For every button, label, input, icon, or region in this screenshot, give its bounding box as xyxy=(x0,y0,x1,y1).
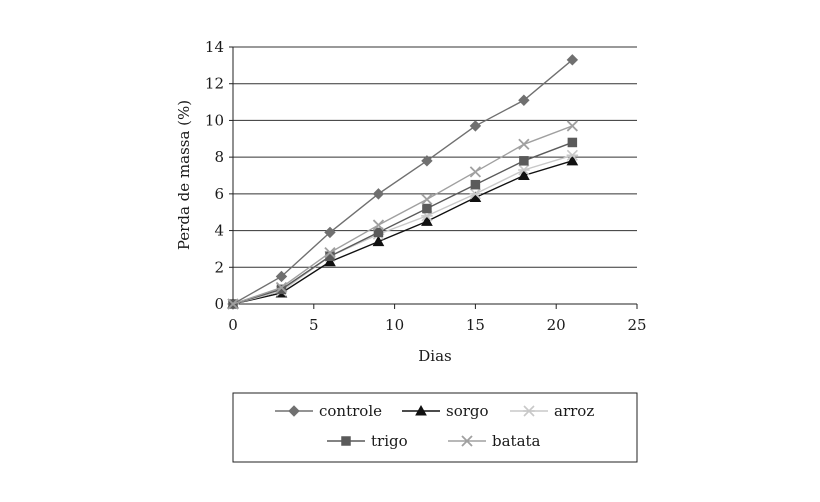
data-point-trigo xyxy=(470,179,481,190)
series-line-arroz xyxy=(232,154,573,305)
x-tick-label: 5 xyxy=(309,316,319,334)
data-point-batata xyxy=(421,193,433,206)
x-tick-label: 25 xyxy=(627,316,646,334)
legend-item-batata: batata xyxy=(448,432,541,450)
legend-item-arroz: arroz xyxy=(510,402,594,420)
data-point-controle xyxy=(469,120,482,132)
y-tick-label: 12 xyxy=(205,75,224,93)
data-point-sorgo xyxy=(566,154,579,166)
x-tick-label: 0 xyxy=(228,316,238,334)
data-point-trigo xyxy=(567,137,578,148)
data-point-controle xyxy=(324,226,336,239)
grid-lines xyxy=(233,46,637,268)
legend-label: batata xyxy=(492,432,541,450)
data-point-controle xyxy=(518,94,530,106)
data-point-arroz xyxy=(518,164,530,176)
data-point-sorgo xyxy=(372,235,385,247)
legend-marker-trigo xyxy=(341,436,351,446)
y-axis-title: Perda de massa (%) xyxy=(175,100,193,250)
series-controle xyxy=(227,54,579,310)
y-tick-label: 8 xyxy=(214,148,224,166)
data-point-batata xyxy=(469,166,482,178)
data-point-batata xyxy=(518,138,530,150)
legend-box xyxy=(232,392,638,463)
y-tick-label: 4 xyxy=(214,222,224,240)
legend-item-controle: controle xyxy=(275,402,382,420)
data-point-controle xyxy=(275,270,288,283)
y-tick-labels: 0 2 4 6 8 10 12 14 xyxy=(205,38,233,313)
x-tick-labels: 0 5 10 15 20 25 xyxy=(228,304,647,334)
y-tick-label: 0 xyxy=(214,295,224,313)
series-trigo xyxy=(228,137,578,309)
legend-label: controle xyxy=(319,402,382,420)
data-point-arroz xyxy=(566,149,579,161)
data-point-batata xyxy=(227,298,239,310)
series-batata xyxy=(227,120,578,310)
data-point-controle xyxy=(566,54,579,66)
axes xyxy=(232,47,637,305)
series-group xyxy=(227,54,579,310)
legend: controle sorgo arroz trigo batata xyxy=(232,392,638,463)
legend-marker-batata xyxy=(461,435,473,447)
data-point-trigo xyxy=(373,227,384,238)
data-point-batata xyxy=(324,246,336,259)
y-tick-label: 14 xyxy=(205,38,224,56)
x-tick-label: 10 xyxy=(385,316,404,334)
y-tick-label: 6 xyxy=(214,185,224,203)
series-line-controle xyxy=(232,59,573,305)
data-point-arroz xyxy=(469,188,482,200)
series-line-trigo xyxy=(232,141,573,305)
legend-label: sorgo xyxy=(446,402,489,420)
data-point-controle xyxy=(421,155,433,167)
legend-item-sorgo: sorgo xyxy=(402,402,489,420)
legend-item-trigo: trigo xyxy=(327,432,408,450)
data-point-batata xyxy=(275,281,288,294)
y-tick-label: 2 xyxy=(214,258,224,276)
x-tick-label: 15 xyxy=(466,316,485,334)
data-point-trigo xyxy=(519,156,529,166)
data-point-sorgo xyxy=(518,169,530,180)
data-point-sorgo xyxy=(421,215,433,226)
series-line-batata xyxy=(232,125,573,305)
legend-label: arroz xyxy=(554,402,594,420)
legend-label: trigo xyxy=(371,432,408,450)
data-point-batata xyxy=(566,120,578,132)
y-tick-label: 10 xyxy=(205,111,224,129)
x-tick-label: 20 xyxy=(547,316,566,334)
data-point-sorgo xyxy=(324,255,336,267)
legend-marker-controle xyxy=(288,405,300,417)
data-point-trigo xyxy=(422,203,432,214)
legend-marker-sorgo xyxy=(415,404,427,416)
series-line-sorgo xyxy=(232,160,573,305)
data-point-batata xyxy=(372,219,385,231)
x-axis-title: Dias xyxy=(418,347,451,365)
legend-marker-arroz xyxy=(523,405,535,417)
data-point-controle xyxy=(372,188,385,200)
